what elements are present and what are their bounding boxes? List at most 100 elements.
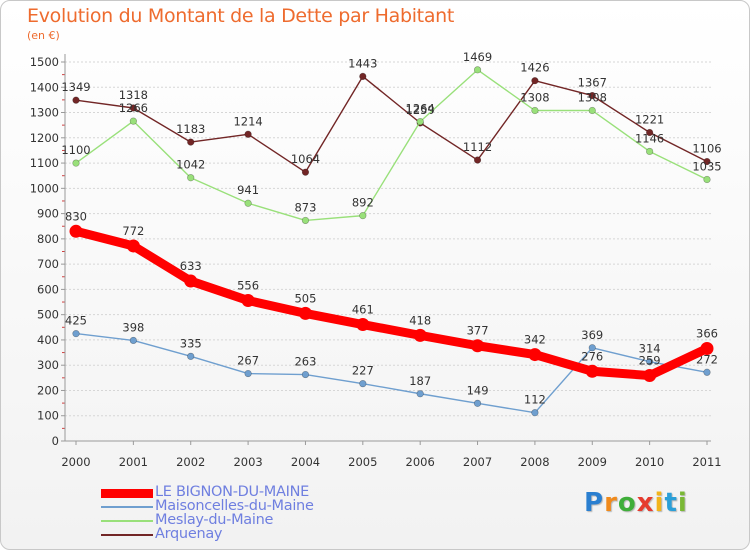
legend-label: LE BIGNON-DU-MAINE [155, 484, 309, 500]
data-point [301, 216, 310, 225]
data-point [356, 318, 370, 332]
data-point [187, 174, 195, 182]
data-label: 1443 [348, 56, 377, 70]
data-label: 830 [65, 209, 87, 223]
data-label: 461 [352, 303, 374, 317]
data-point [244, 369, 252, 378]
data-label: 892 [352, 196, 374, 210]
data-point [588, 344, 596, 352]
line-chart: 0100200300400500600700800900100011001200… [30, 50, 722, 469]
data-point [588, 92, 596, 100]
logo-letter: P [584, 488, 605, 518]
data-label: 342 [524, 333, 546, 347]
data-point [244, 199, 252, 207]
data-label: 369 [581, 328, 603, 342]
legend-swatch [101, 506, 153, 508]
data-label: 398 [122, 320, 144, 334]
data-point [187, 138, 195, 146]
legend-label: Arquenay [155, 526, 223, 542]
data-label: 505 [294, 291, 316, 305]
y-tick-label: 500 [37, 308, 59, 322]
y-tick-label: 400 [37, 333, 59, 347]
legend-swatch [101, 534, 153, 536]
y-tick-label: 1400 [30, 80, 59, 94]
y-tick-label: 800 [37, 232, 59, 246]
legend-swatch [101, 520, 153, 522]
data-label: 556 [237, 279, 259, 293]
data-point [588, 106, 596, 115]
data-point [298, 306, 312, 320]
data-point [703, 157, 711, 166]
y-tick-label: 300 [37, 358, 59, 372]
data-point [471, 339, 485, 353]
legend-swatch [101, 489, 153, 498]
data-label: 1318 [119, 88, 148, 102]
legend-label: Meslay-du-Maine [155, 512, 274, 528]
data-label: 263 [294, 355, 316, 369]
data-point [416, 118, 424, 126]
series-line [75, 75, 708, 173]
y-tick-label: 100 [37, 409, 59, 423]
y-tick-label: 0 [52, 434, 59, 448]
legend-label: Maisoncelles-du-Maine [155, 498, 314, 514]
data-point [531, 77, 539, 85]
data-point [703, 368, 711, 376]
data-label: 1221 [635, 112, 664, 126]
data-point [72, 330, 80, 338]
x-tick-label: 2011 [692, 455, 721, 469]
data-label: 276 [581, 349, 603, 363]
data-point [359, 380, 367, 388]
logo-letter: o [617, 488, 637, 518]
data-label: 267 [237, 354, 259, 368]
data-point [646, 147, 654, 156]
data-point [531, 106, 539, 115]
data-point [473, 399, 482, 407]
x-tick-label: 2007 [463, 455, 492, 469]
data-point [129, 104, 137, 112]
data-label: 1469 [463, 50, 492, 64]
x-tick-label: 2010 [635, 455, 664, 469]
data-label: 1100 [61, 143, 90, 157]
data-point [72, 159, 80, 167]
y-tick-label: 1300 [30, 106, 59, 120]
data-label: 1106 [692, 142, 721, 156]
data-label: 1035 [692, 159, 721, 173]
chart-subtitle: (en €) [27, 29, 60, 42]
x-tick-label: 2006 [406, 455, 435, 469]
data-label: 149 [467, 383, 489, 397]
data-label: 1064 [291, 152, 320, 166]
data-point [301, 168, 310, 176]
data-label: 377 [467, 324, 489, 338]
data-label: 1214 [233, 114, 262, 128]
data-label: 314 [639, 342, 661, 356]
data-label: 941 [237, 183, 259, 197]
data-label: 1308 [578, 91, 607, 105]
data-label: 259 [639, 354, 661, 368]
data-point [69, 224, 83, 238]
data-label: 112 [524, 393, 546, 407]
data-point [72, 96, 80, 104]
data-label: 1146 [635, 131, 664, 145]
data-point [241, 294, 255, 308]
y-tick-label: 1000 [30, 181, 59, 195]
y-tick-label: 200 [37, 383, 59, 397]
data-label: 1259 [406, 103, 435, 117]
data-point [473, 156, 482, 164]
data-label: 366 [696, 327, 718, 341]
data-point [184, 274, 198, 288]
data-point [416, 390, 424, 398]
data-label: 1426 [520, 61, 549, 75]
y-tick-label: 600 [37, 282, 59, 296]
data-point [700, 342, 714, 356]
logo-letter: i [677, 488, 688, 518]
data-point [585, 364, 599, 378]
x-tick-label: 2001 [119, 455, 148, 469]
data-label: 1308 [520, 91, 549, 105]
data-point [646, 358, 654, 366]
logo-letter: r [604, 488, 618, 518]
x-tick-label: 2002 [176, 455, 205, 469]
data-label: 1264 [406, 102, 435, 116]
data-point [473, 66, 482, 74]
y-tick-label: 1200 [30, 131, 59, 145]
logo-letter: i [654, 488, 665, 518]
